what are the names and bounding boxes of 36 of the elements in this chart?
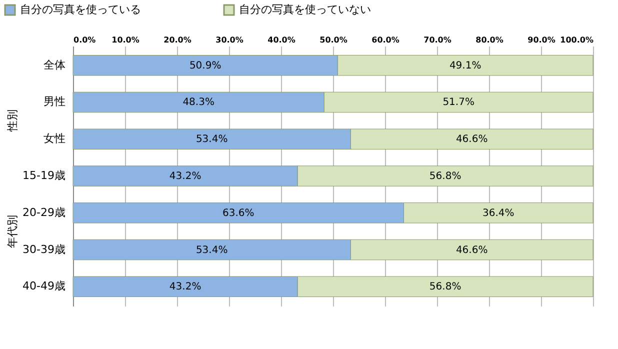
y-tick-label: 40-49歳: [22, 280, 66, 293]
data-label: 46.6%: [456, 244, 488, 256]
data-label: 53.4%: [196, 244, 228, 256]
x-tick-label: 0.0%: [74, 36, 96, 44]
x-tick-label: 50.0%: [320, 36, 348, 44]
data-label: 56.8%: [429, 171, 462, 182]
x-tick-label: 100.0%: [560, 36, 594, 44]
x-tick-label: 40.0%: [268, 36, 296, 44]
x-tick-label: 80.0%: [476, 36, 504, 44]
data-label: 50.9%: [189, 60, 222, 72]
y-tick-label: 15-19歳: [22, 169, 66, 182]
data-label: 43.2%: [169, 171, 202, 182]
text: 年代別: [6, 215, 19, 248]
x-tick-label: 20.0%: [164, 36, 192, 44]
data-label: 53.4%: [196, 134, 228, 146]
text: 性別: [6, 109, 19, 132]
data-label: 46.6%: [456, 134, 488, 146]
y-tick-label: 男性: [44, 95, 66, 108]
y-tick-label: 女性: [44, 132, 66, 146]
data-label: 49.1%: [449, 60, 482, 72]
data-label: 36.4%: [482, 208, 514, 219]
y-tick-label: 30-39歳: [22, 242, 66, 256]
data-label: 56.8%: [429, 282, 462, 293]
data-label: 51.7%: [442, 97, 474, 108]
data-label: 48.3%: [182, 97, 214, 108]
x-tick-label: 30.0%: [216, 36, 244, 44]
x-tick-label: 60.0%: [372, 36, 400, 44]
legend-label: 自分の写真を使っていない: [239, 3, 371, 16]
y-tick-label: 20-29歳: [22, 206, 66, 219]
y-tick-label: 全体: [44, 58, 66, 72]
legend-label: 自分の写真を使っている: [20, 3, 141, 16]
x-tick-label: 70.0%: [424, 36, 452, 44]
data-label: 63.6%: [222, 208, 254, 219]
x-tick-label: 10.0%: [112, 36, 140, 44]
x-tick-label: 90.0%: [528, 36, 556, 44]
data-label: 43.2%: [169, 282, 202, 293]
